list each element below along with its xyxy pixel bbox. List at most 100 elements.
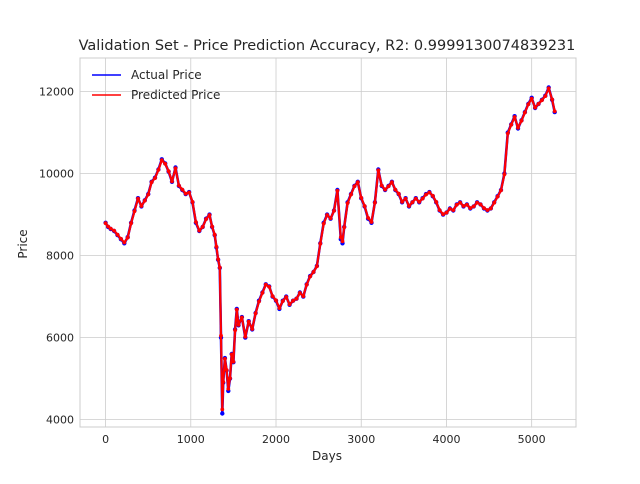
data-point (274, 298, 278, 303)
data-point (444, 210, 449, 215)
data-point (468, 206, 473, 211)
data-point (362, 204, 367, 208)
data-point (523, 110, 527, 115)
data-point (529, 96, 534, 101)
data-point (465, 202, 469, 207)
data-point (471, 204, 476, 209)
data-point (214, 244, 219, 249)
data-point (540, 98, 544, 103)
y-axis-label: Price (16, 229, 30, 258)
x-tick-label: 4000 (432, 433, 460, 446)
data-point (197, 228, 202, 233)
data-point (233, 328, 238, 333)
data-point (434, 200, 439, 204)
data-point (194, 220, 198, 224)
y-tick-label: 4000 (46, 414, 74, 427)
data-point (212, 232, 217, 237)
legend-label-actual-price: Actual Price (131, 68, 202, 82)
legend-label-predicted-price: Predicted Price (131, 88, 220, 102)
data-point (454, 202, 459, 207)
data-point (204, 217, 209, 222)
data-point (253, 311, 258, 316)
data-point (207, 213, 212, 217)
data-point (499, 188, 503, 193)
data-point (187, 190, 192, 195)
chart-title: Validation Set - Price Prediction Accura… (79, 38, 576, 54)
x-tick-label: 1000 (177, 433, 205, 446)
data-point (220, 411, 225, 416)
data-point (163, 161, 168, 166)
data-point (427, 190, 432, 195)
data-point (373, 200, 377, 205)
data-point (318, 241, 323, 246)
data-point (349, 192, 353, 197)
data-point (129, 221, 134, 226)
data-point (304, 282, 309, 287)
data-point (263, 282, 268, 287)
data-point (220, 407, 225, 412)
data-point (485, 208, 490, 213)
data-point (417, 200, 422, 204)
data-point (424, 192, 428, 197)
data-point (369, 220, 374, 224)
data-point (552, 109, 557, 114)
data-point (420, 196, 425, 201)
data-point (311, 270, 316, 274)
data-point (216, 257, 221, 262)
data-point (250, 327, 255, 331)
data-point (170, 179, 174, 184)
data-point (410, 200, 415, 205)
data-point (359, 195, 364, 200)
data-point (340, 239, 345, 244)
data-point (270, 294, 275, 299)
data-point (219, 333, 223, 338)
data-point (159, 158, 164, 163)
data-point (451, 208, 456, 213)
data-point (495, 194, 500, 199)
data-point (166, 169, 171, 174)
data-point (243, 334, 248, 339)
data-point (543, 94, 548, 98)
data-point (396, 191, 401, 196)
data-point (106, 224, 110, 229)
data-point (505, 131, 510, 136)
data-point (526, 102, 531, 107)
data-point (103, 221, 108, 226)
data-point (393, 187, 398, 192)
data-point (183, 191, 188, 196)
y-tick-label: 8000 (46, 250, 74, 263)
data-point (332, 209, 336, 213)
data-point (403, 196, 408, 201)
data-point (509, 122, 514, 127)
x-tick-label: 0 (102, 433, 109, 446)
data-point (119, 236, 123, 241)
data-point (386, 184, 391, 189)
data-point (413, 196, 418, 201)
data-point (321, 221, 326, 226)
data-point (376, 168, 381, 173)
data-point (342, 225, 347, 230)
data-point (519, 118, 524, 123)
data-point (448, 207, 452, 211)
data-point (173, 166, 178, 171)
data-point (231, 359, 236, 364)
data-point (475, 200, 479, 205)
data-point (441, 212, 445, 217)
data-point (458, 200, 462, 205)
data-point (267, 284, 272, 289)
x-axis-label: Days (312, 449, 342, 463)
data-point (240, 315, 244, 320)
data-point (291, 298, 295, 303)
y-tick-label: 6000 (46, 332, 74, 345)
data-point (488, 206, 493, 211)
data-point (217, 265, 222, 270)
data-point (229, 352, 234, 357)
data-point (190, 200, 195, 204)
data-point (142, 198, 147, 203)
y-tick-label: 10000 (39, 168, 74, 181)
data-point (366, 216, 370, 220)
data-point (156, 168, 161, 172)
data-point (533, 105, 537, 110)
y-tick-label: 12000 (39, 86, 74, 99)
